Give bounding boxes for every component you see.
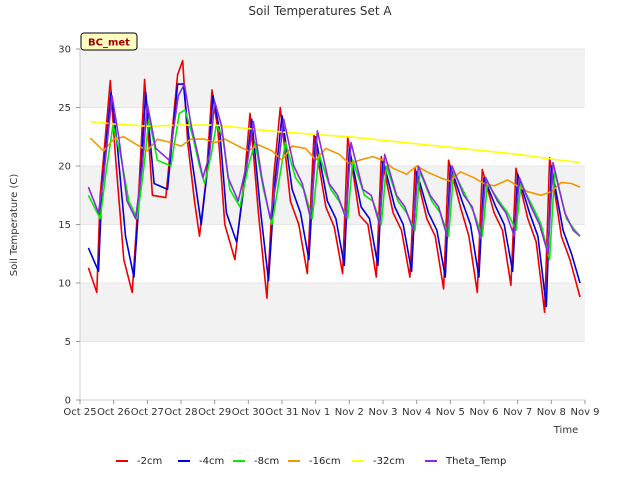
y-tick-label: 15 (58, 220, 71, 231)
y-tick-label: 0 (65, 396, 71, 407)
y-tick-label: 30 (58, 45, 71, 56)
x-tick-label: Nov 9 (570, 407, 599, 418)
legend-label: -2cm (137, 456, 162, 467)
y-tick-label: 25 (58, 103, 71, 114)
series-line-theta-temp (87, 83, 581, 255)
chart-title: Soil Temperatures Set A (248, 4, 392, 18)
y-axis-ticks: 0 5 10 15 20 25 30 (58, 45, 80, 407)
station-badge: BC_met (80, 32, 138, 51)
legend-label: -32cm (373, 456, 405, 467)
x-tick-label: Nov 8 (537, 407, 566, 418)
grid-band (80, 283, 585, 342)
legend-label: -4cm (199, 456, 224, 467)
x-axis-label: Time (553, 425, 578, 436)
x-tick-label: Oct 30 (232, 407, 265, 418)
y-tick-label: 20 (58, 162, 71, 173)
x-tick-label: Nov 7 (503, 407, 532, 418)
badge-label: BC_met (88, 38, 130, 49)
y-axis-label: Soil Temperature (C) (9, 174, 20, 277)
x-tick-label: Oct 26 (97, 407, 130, 418)
x-tick-label: Nov 2 (335, 407, 364, 418)
series-line--2cm (87, 59, 581, 314)
x-tick-label: Oct 28 (164, 407, 197, 418)
series-line--8cm (87, 109, 581, 261)
x-tick-label: Oct 29 (198, 407, 231, 418)
x-tick-label: Nov 3 (368, 407, 397, 418)
series-line--32cm (90, 120, 581, 164)
x-tick-label: Oct 25 (63, 407, 96, 418)
x-tick-label: Nov 5 (436, 407, 465, 418)
series-line--16cm (89, 136, 581, 197)
x-tick-label: Nov 6 (469, 407, 498, 418)
legend: -2cm -4cm -8cm -16cm -32cm Theta_Temp (116, 456, 506, 467)
x-tick-label: Oct 31 (265, 407, 298, 418)
x-axis-ticks: Oct 25 Oct 26 Oct 27 Oct 28 Oct 29 Oct 30 Oct … (63, 400, 600, 418)
x-tick-label: Nov 4 (402, 407, 431, 418)
series-line--4cm (87, 83, 581, 308)
legend-label: -16cm (309, 456, 341, 467)
x-tick-label: Oct 27 (131, 407, 164, 418)
legend-label: -8cm (254, 456, 279, 467)
grid-band (80, 49, 585, 108)
y-tick-label: 5 (65, 337, 71, 348)
series-lines (87, 59, 581, 314)
badge-box (80, 32, 138, 51)
grid-band (80, 166, 585, 225)
legend-label: Theta_Temp (445, 456, 506, 467)
y-tick-label: 10 (58, 279, 71, 290)
x-tick-label: Nov 1 (301, 407, 330, 418)
